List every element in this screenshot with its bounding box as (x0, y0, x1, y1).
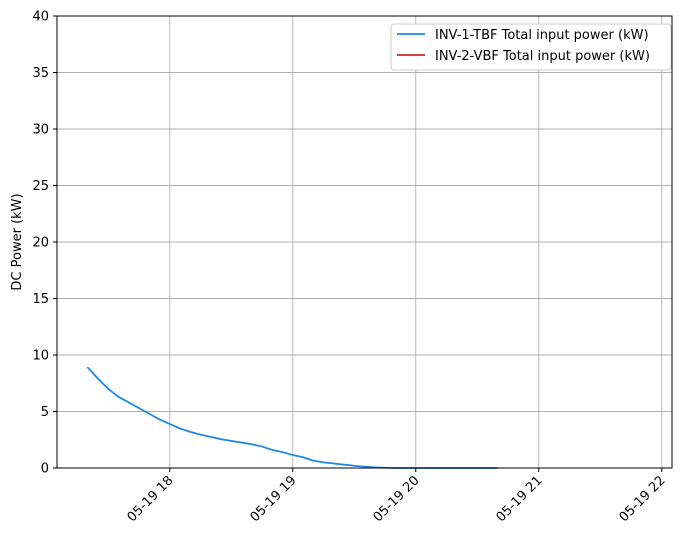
data-point (312, 460, 314, 462)
y-axis-ticks: 0 5 10 15 20 25 30 35 40 (32, 10, 57, 477)
x-tick-label: 05-19 18 (125, 473, 177, 525)
data-point (353, 465, 355, 467)
legend: INV-1-TBF Total input power (kW) INV-2-V… (390, 23, 672, 71)
data-point (333, 462, 335, 465)
x-axis-ticks: 05-19 18 05-19 19 05-19 20 05-19 21 05-19 22 (125, 468, 669, 525)
data-point (97, 378, 99, 380)
data-point (261, 445, 263, 448)
data-point (189, 431, 191, 433)
x-tick-label: 05-19 22 (617, 473, 669, 525)
y-tick-label: 15 (32, 292, 49, 307)
data-point (87, 366, 89, 369)
legend-label-inv2: INV-2-VBF Total input power (kW) (435, 49, 650, 64)
y-tick-label: 35 (32, 66, 49, 81)
y-tick-label: 20 (32, 236, 49, 251)
legend-label-inv1: INV-1-TBF Total input power (kW) (435, 28, 649, 43)
x-tick-label: 05-19 20 (371, 473, 423, 525)
data-point (343, 464, 345, 466)
data-point (302, 456, 304, 458)
data-point (230, 440, 232, 442)
data-point (251, 443, 253, 445)
data-point (169, 423, 171, 425)
y-tick-label: 25 (32, 179, 49, 194)
data-point (271, 449, 273, 451)
data-point (240, 441, 243, 444)
y-tick-label: 5 (41, 405, 49, 420)
data-point (220, 438, 222, 440)
legend-box (390, 23, 672, 71)
y-tick-label: 0 (41, 462, 49, 477)
data-point (128, 401, 130, 404)
data-point (138, 407, 140, 409)
y-tick-label: 10 (32, 349, 49, 364)
data-point (199, 434, 202, 436)
data-point (107, 388, 109, 390)
y-tick-label: 30 (32, 123, 49, 138)
data-point (322, 461, 325, 463)
data-point (281, 451, 284, 453)
data-point (363, 466, 366, 468)
data-point (210, 436, 212, 438)
x-tick-label: 05-19 21 (494, 473, 546, 525)
data-point (179, 427, 181, 430)
y-axis-label: DC Power (kW) (10, 193, 25, 290)
data-point (292, 454, 294, 456)
data-point (158, 418, 161, 421)
data-point (117, 396, 120, 398)
y-tick-label: 40 (32, 10, 49, 25)
data-point (148, 413, 150, 415)
x-tick-label: 05-19 19 (248, 473, 300, 525)
